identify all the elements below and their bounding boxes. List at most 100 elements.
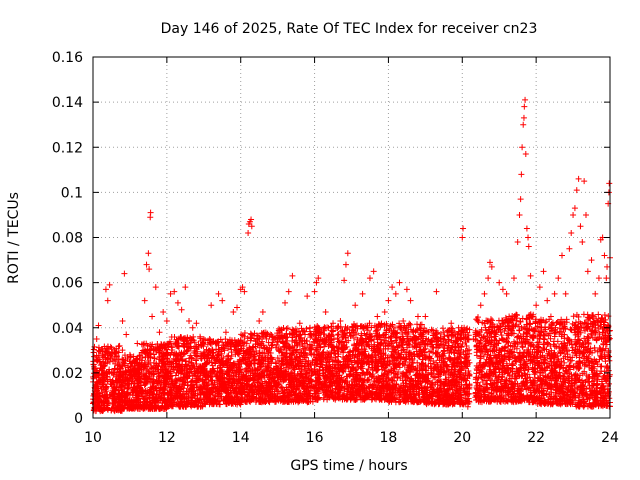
noise-point [143,367,150,374]
noise-point [157,397,164,404]
noise-point [115,358,122,365]
noise-point [145,352,152,359]
noise-point [151,355,158,362]
noise-point [102,395,109,402]
noise-point [145,361,152,368]
noise-point [124,385,131,392]
noise-point [103,383,110,390]
noise-point [131,401,138,408]
noise-point [110,371,117,378]
noise-point [150,371,157,378]
noise-point [177,370,184,377]
noise-point [121,362,128,369]
noise-point [156,387,163,394]
noise-point [102,360,109,367]
noise-point [144,347,151,354]
noise-point [138,366,145,373]
noise-point [156,375,163,382]
noise-point [143,389,150,396]
noise-point [152,346,159,353]
noise-point [107,376,114,383]
chart-title: Day 146 of 2025, Rate Of TEC Index for r… [161,21,538,37]
noise-point [95,405,102,412]
noise-point [98,398,105,405]
noise-point [153,377,160,384]
noise-point [104,346,111,353]
noise-point [90,349,97,356]
noise-point [95,347,102,354]
noise-point [127,366,134,373]
noise-point [155,402,162,409]
noise-point [143,379,150,386]
noise-point [96,359,103,366]
noise-point [101,343,108,350]
noise-point [138,388,145,395]
noise-point [94,380,101,387]
noise-point [100,399,107,406]
noise-point [136,356,143,363]
noise-point [95,399,102,406]
noise-point [133,394,140,401]
noise-point [188,378,195,385]
noise-point [96,356,103,363]
noise-point [109,401,116,408]
noise-point [177,377,184,384]
noise-point [113,353,120,360]
noise-point [155,373,162,380]
noise-point [96,404,103,411]
noise-point [158,404,165,411]
noise-point [103,404,110,411]
noise-point [149,341,156,348]
noise-point [152,384,159,391]
noise-point [146,353,153,360]
noise-point [100,380,107,387]
noise-point [125,384,132,391]
noise-point [110,385,117,392]
noise-point [106,358,113,365]
noise-point [160,350,167,357]
noise-point [98,346,105,353]
noise-point [131,386,138,393]
noise-point [147,346,154,353]
noise-point [99,391,106,398]
noise-point [96,393,103,400]
noise-point [115,343,122,350]
noise-point [130,353,137,360]
noise-point [154,380,161,387]
noise-point [156,347,163,354]
noise-point [139,386,146,393]
data-points [90,96,613,415]
noise-point [111,365,118,372]
noise-point [153,395,160,401]
noise-point [127,403,134,410]
noise-point [142,362,149,369]
noise-point [155,363,162,370]
noise-point [104,359,111,366]
noise-point [105,399,112,406]
noise-point [127,371,134,378]
noise-point [97,377,104,384]
noise-point [121,394,128,401]
noise-point [141,375,148,382]
noise-point [146,404,153,411]
noise-point [116,361,123,368]
noise-point [133,368,140,375]
noise-point [130,405,137,412]
noise-point [99,407,106,414]
noise-point [116,406,123,413]
noise-point [119,347,126,354]
noise-point [135,399,142,406]
noise-point [148,386,155,393]
noise-point [115,349,122,356]
noise-point [136,377,143,384]
noise-point [106,366,113,373]
noise-point [141,348,148,355]
noise-point [98,385,105,392]
noise-point [120,376,127,383]
noise-point [116,342,123,349]
noise-point [156,360,163,367]
noise-point [122,371,129,378]
noise-point [159,356,166,363]
noise-point [129,359,136,366]
